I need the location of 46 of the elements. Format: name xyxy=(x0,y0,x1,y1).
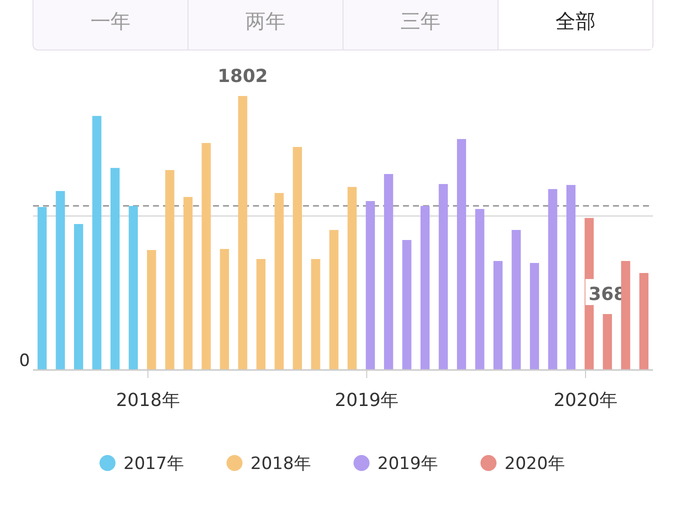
bar xyxy=(311,259,320,370)
bar xyxy=(38,207,47,370)
bar xyxy=(329,230,338,370)
legend-label: 2020年 xyxy=(504,454,565,474)
bar xyxy=(602,314,612,370)
legend-label: 2017年 xyxy=(124,454,184,474)
bar xyxy=(110,168,120,370)
data-label: 1802 xyxy=(218,66,268,87)
bar xyxy=(384,174,394,370)
bar xyxy=(530,262,540,370)
bar xyxy=(128,206,138,370)
bar xyxy=(165,170,174,370)
bar xyxy=(456,139,466,370)
bar xyxy=(92,116,102,370)
x-tick-label: 2020年 xyxy=(554,390,618,411)
x-tick-label: 2018年 xyxy=(116,390,180,411)
legend-label: 2019年 xyxy=(378,454,438,474)
bar xyxy=(366,201,375,370)
text: 两年 xyxy=(246,9,286,33)
bar xyxy=(146,250,156,370)
bar xyxy=(566,184,576,370)
text: 一年 xyxy=(90,9,130,33)
bar xyxy=(493,260,503,370)
x-tick-label: 2019年 xyxy=(334,390,399,411)
bar xyxy=(420,206,430,370)
bar xyxy=(256,259,266,370)
legend-label: 2018年 xyxy=(250,454,311,474)
bar xyxy=(621,260,630,370)
text: 全部 xyxy=(556,9,596,33)
bar xyxy=(202,142,211,370)
bar xyxy=(639,272,648,370)
text: 0 xyxy=(19,351,30,371)
bar xyxy=(183,196,193,370)
bar xyxy=(238,96,248,370)
bar xyxy=(56,191,65,370)
bar xyxy=(475,208,484,370)
bar xyxy=(274,193,284,370)
text: 三年 xyxy=(400,9,440,33)
bar xyxy=(74,224,84,370)
bar xyxy=(220,248,230,370)
bar xyxy=(292,146,302,370)
bar xyxy=(402,240,412,370)
bar xyxy=(548,189,558,370)
bar xyxy=(438,184,448,370)
bar xyxy=(512,230,521,370)
bar xyxy=(348,186,357,370)
